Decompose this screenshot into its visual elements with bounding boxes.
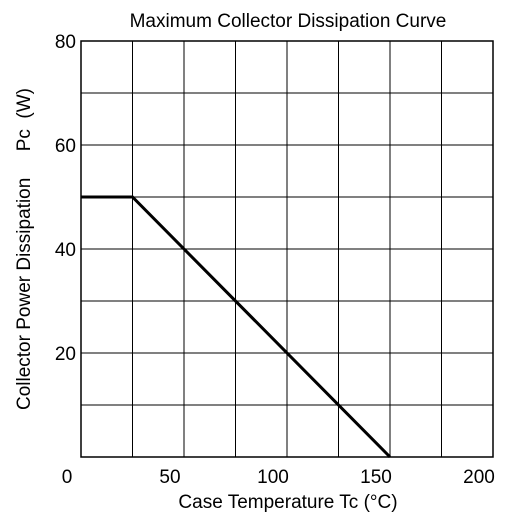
chart-title: Maximum Collector Dissipation Curve bbox=[130, 11, 447, 32]
x-tick-label: 0 bbox=[62, 467, 73, 488]
y-tick-label: 40 bbox=[55, 240, 76, 261]
y-axis-label: Collector Power Dissipation Pc (W) bbox=[14, 88, 35, 410]
x-tick-label: 150 bbox=[360, 467, 392, 488]
y-tick-label: 60 bbox=[55, 136, 76, 157]
x-tick-label: 200 bbox=[463, 467, 495, 488]
x-axis-label: Case Temperature Tc (°C) bbox=[178, 492, 397, 513]
plot-frame bbox=[80, 40, 494, 458]
tick-labels: 0 50 100 150 200 20 40 60 80 bbox=[55, 32, 495, 488]
x-tick-label: 100 bbox=[257, 467, 289, 488]
grid bbox=[81, 41, 493, 457]
dissipation-curve-line bbox=[81, 195, 392, 459]
series-layer bbox=[81, 195, 392, 459]
y-tick-label: 20 bbox=[55, 344, 76, 365]
x-tick-label: 50 bbox=[159, 467, 180, 488]
y-tick-label: 80 bbox=[55, 32, 76, 53]
